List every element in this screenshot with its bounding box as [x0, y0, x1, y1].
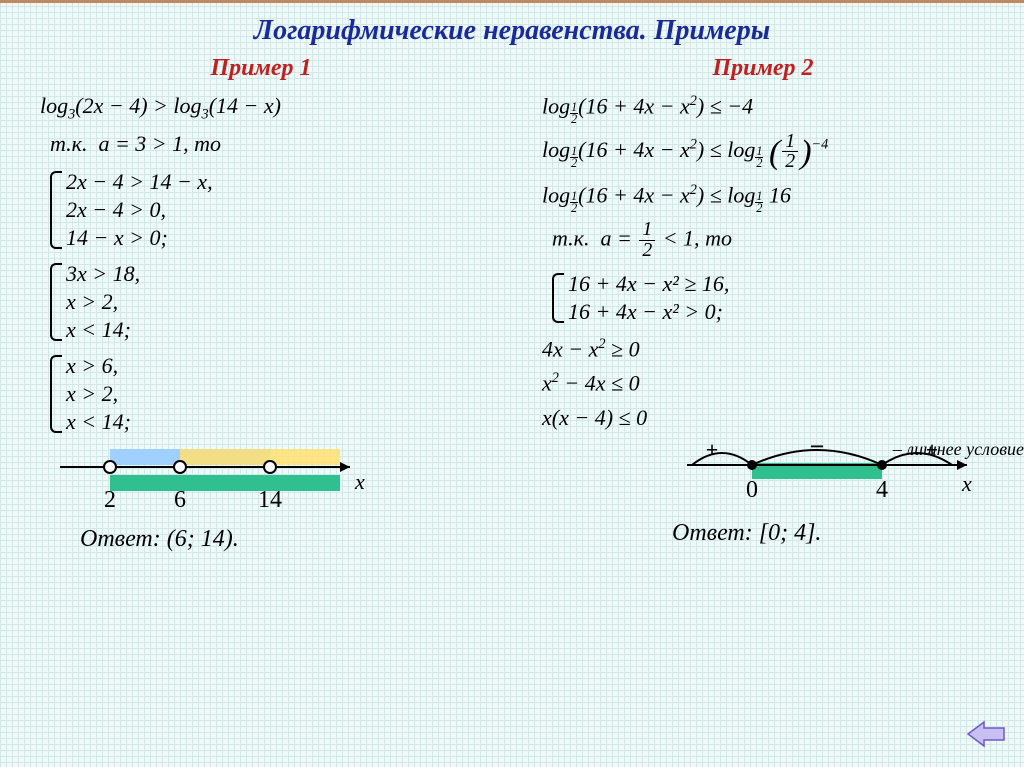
sys-line: 2x − 4 > 14 − x,: [66, 169, 502, 195]
ex2-eq1: log12(16 + 4x − x2) ≤ −4: [542, 92, 1004, 125]
sys-line: 2x − 4 > 0,: [66, 197, 502, 223]
ex2-system: 16 + 4x − x² ≥ 16, 16 + 4x − x² > 0;: [552, 271, 1004, 325]
ex2-eq2: log12(16 + 4x − x2) ≤ log12 (12)−4: [542, 131, 1004, 175]
ex2-line: x2 − 4x ≤ 0: [542, 369, 1004, 398]
svg-text:x: x: [354, 469, 365, 494]
ex1-answer: Ответ: (6; 14).: [80, 526, 502, 553]
answer-label: Ответ:: [80, 526, 161, 552]
sys-line: 14 − x > 0;: [66, 225, 502, 251]
svg-text:14: 14: [258, 487, 282, 513]
example-2: Пример 2 log12(16 + 4x − x2) ≤ −4 log12(…: [512, 47, 1014, 553]
content-columns: Пример 1 log3(2x − 4) > log3(14 − x) т.к…: [0, 47, 1024, 553]
ex2-condition: т.к. a = 12 < 1, то: [552, 220, 1004, 261]
ex2-line: x(x − 4) ≤ 0: [542, 404, 1004, 433]
svg-text:0: 0: [746, 477, 758, 503]
sys-line: 16 + 4x − x² ≥ 16,: [568, 271, 1004, 297]
sys-line: x > 2,: [66, 289, 502, 315]
ex1-system-1: 2x − 4 > 14 − x, 2x − 4 > 0, 14 − x > 0;: [50, 169, 502, 251]
example-1: Пример 1 log3(2x − 4) > log3(14 − x) т.к…: [10, 47, 512, 553]
sys-line: x > 2,: [66, 381, 502, 407]
answer-value: (6; 14).: [167, 526, 239, 552]
nav-prev-button[interactable]: [966, 719, 1006, 749]
answer-value: [0; 4].: [759, 520, 822, 546]
ex2-line: 4x − x2 ≥ 0: [542, 335, 1004, 364]
sys-line: 3x > 18,: [66, 261, 502, 287]
svg-text:x: x: [961, 471, 972, 496]
ex2-extra-note: – лишнее условие: [893, 439, 1024, 460]
svg-text:4: 4: [876, 477, 888, 503]
ex2-eq3: log12(16 + 4x − x2) ≤ log12 16: [542, 181, 1004, 214]
sys-line: x > 6,: [66, 353, 502, 379]
svg-text:+: +: [706, 439, 719, 462]
ex1-condition: т.к. a = 3 > 1, то: [50, 130, 502, 159]
svg-text:6: 6: [174, 487, 186, 513]
ex1-equation: log3(2x − 4) > log3(14 − x): [40, 92, 502, 124]
answer-label: Ответ:: [672, 520, 753, 546]
sys-line: x < 14;: [66, 409, 502, 435]
example-1-heading: Пример 1: [20, 55, 502, 82]
ex1-system-2: 3x > 18, x > 2, x < 14;: [50, 261, 502, 343]
page-title: Логарифмические неравенства. Примеры: [0, 0, 1024, 47]
ex2-answer: Ответ: [0; 4].: [672, 520, 1004, 547]
sys-line: x < 14;: [66, 317, 502, 343]
example-2-heading: Пример 2: [522, 55, 1004, 82]
svg-text:−: −: [810, 439, 825, 461]
sys-line: 16 + 4x − x² > 0;: [568, 299, 1004, 325]
ex1-system-3: x > 6, x > 2, x < 14;: [50, 353, 502, 435]
ex1-numberline: 2 6 14 x: [50, 445, 502, 520]
svg-text:2: 2: [104, 487, 116, 513]
